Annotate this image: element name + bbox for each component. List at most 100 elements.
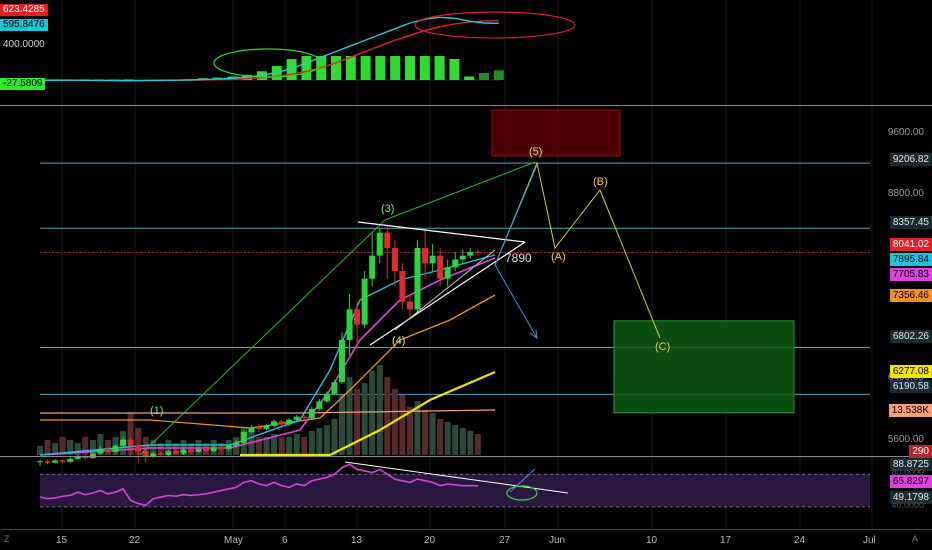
candle-body	[255, 427, 262, 429]
ma-100-line	[40, 294, 496, 429]
volume-bar	[422, 410, 429, 455]
candle-body	[150, 453, 157, 457]
candle-body	[203, 448, 210, 452]
macd-histogram-bar	[493, 70, 504, 80]
volume-bar	[74, 443, 81, 455]
pane-divider-bottom[interactable]	[0, 456, 932, 457]
macd-value-tag: 595.8476	[0, 19, 48, 31]
candle-body	[127, 439, 134, 446]
price-axis-tag: 6190.58	[889, 380, 932, 393]
time-tick-label: Jun	[549, 535, 566, 546]
volume-bar	[278, 437, 285, 455]
volume-bar	[44, 440, 51, 455]
volume-bar	[97, 434, 104, 455]
candle-body	[376, 232, 383, 256]
volume-bar	[467, 431, 474, 455]
time-tick-label: 20	[424, 535, 436, 546]
arrow-down-line	[494, 264, 538, 339]
wave-label-c: (C)	[655, 341, 671, 353]
arrow-down-head	[529, 329, 538, 340]
candle-body	[74, 456, 81, 459]
candle-body	[263, 425, 270, 429]
ma-9-line	[39, 254, 496, 456]
candle-body	[414, 248, 421, 310]
rsi-highlight-ellipse	[506, 485, 538, 501]
candle-body	[44, 461, 51, 463]
volume-bar	[452, 425, 459, 455]
price-axis-tag: 7895.84	[889, 253, 932, 266]
rsi-arrow-line	[509, 468, 536, 493]
candle-body	[459, 255, 466, 260]
macd-histogram-bar	[375, 56, 386, 80]
volume-bar	[444, 422, 451, 455]
volume-bar	[286, 437, 293, 455]
macd-histogram-bar	[345, 56, 356, 80]
time-tick-label: 10	[646, 535, 658, 546]
wave-label-1: (1)	[150, 405, 164, 417]
candle-body	[354, 309, 361, 325]
candle-body	[59, 460, 66, 462]
timezone-toggle[interactable]: Z	[4, 534, 10, 544]
candle-body	[331, 382, 338, 394]
candle-body	[82, 456, 89, 459]
triangle-upper-line	[357, 221, 526, 243]
time-tick-label: 15	[56, 535, 68, 546]
volume-bar	[308, 431, 315, 455]
candle-body	[135, 445, 142, 452]
rsi-axis-tag: 65.8297	[889, 475, 932, 488]
volume-bar	[354, 389, 361, 455]
candle-body	[188, 449, 194, 452]
price-axis-tag: 6802.26	[889, 330, 932, 343]
candle-body	[452, 259, 459, 268]
candle-body	[308, 409, 315, 419]
price-axis-tag: 7356.46	[889, 289, 932, 302]
volume-bar	[157, 443, 164, 455]
time-tick-label: 13	[351, 535, 363, 546]
candle-body	[339, 340, 345, 383]
candle-body	[391, 248, 398, 271]
auto-scale-toggle[interactable]: A	[912, 534, 919, 544]
volume-bar	[331, 419, 338, 455]
candle-body	[406, 301, 413, 310]
ma-volume-line	[40, 409, 496, 414]
macd-histogram-bar	[360, 56, 371, 80]
macd-histogram-bar	[419, 56, 430, 80]
macd-value-tag: -27.5809	[0, 78, 46, 90]
candle-body	[89, 453, 96, 459]
candle-body	[210, 447, 217, 452]
candle-body	[104, 448, 111, 452]
price-axis-tag: 9206.82	[889, 153, 932, 166]
resistance-zone-box	[491, 109, 621, 157]
candle-body	[112, 445, 119, 452]
rsi-line	[39, 463, 478, 507]
volume-bar	[271, 434, 278, 455]
candle-body	[444, 267, 451, 279]
price-axis-tag: 7705.83	[889, 268, 932, 281]
volume-bar	[399, 395, 406, 455]
macd-histogram-bar	[449, 59, 460, 80]
wave-label-4: (4)	[392, 335, 406, 347]
rsi-band	[40, 474, 870, 507]
candle-body	[248, 427, 255, 432]
wave-line-3-5	[384, 161, 536, 221]
volume-bar	[263, 437, 270, 455]
candle-body	[437, 255, 444, 279]
candle-body	[97, 448, 104, 454]
wave-line-4	[394, 249, 496, 331]
triangle-lower-line	[369, 241, 526, 346]
volume-bar	[67, 440, 74, 455]
time-tick-label: 24	[794, 535, 806, 546]
wave-label-3: (3)	[381, 203, 395, 215]
volume-bar	[135, 428, 142, 455]
wave-label-5: (5)	[529, 146, 543, 158]
volume-bar	[459, 428, 466, 455]
candle-body	[293, 416, 300, 420]
candle-body	[429, 255, 436, 264]
volume-bar	[376, 365, 383, 455]
target-zone-box	[613, 320, 795, 414]
pane-divider-top[interactable]	[0, 105, 932, 106]
volume-bar	[414, 401, 421, 455]
macd-histogram-bar	[123, 78, 134, 80]
time-tick-label: 22	[129, 535, 141, 546]
